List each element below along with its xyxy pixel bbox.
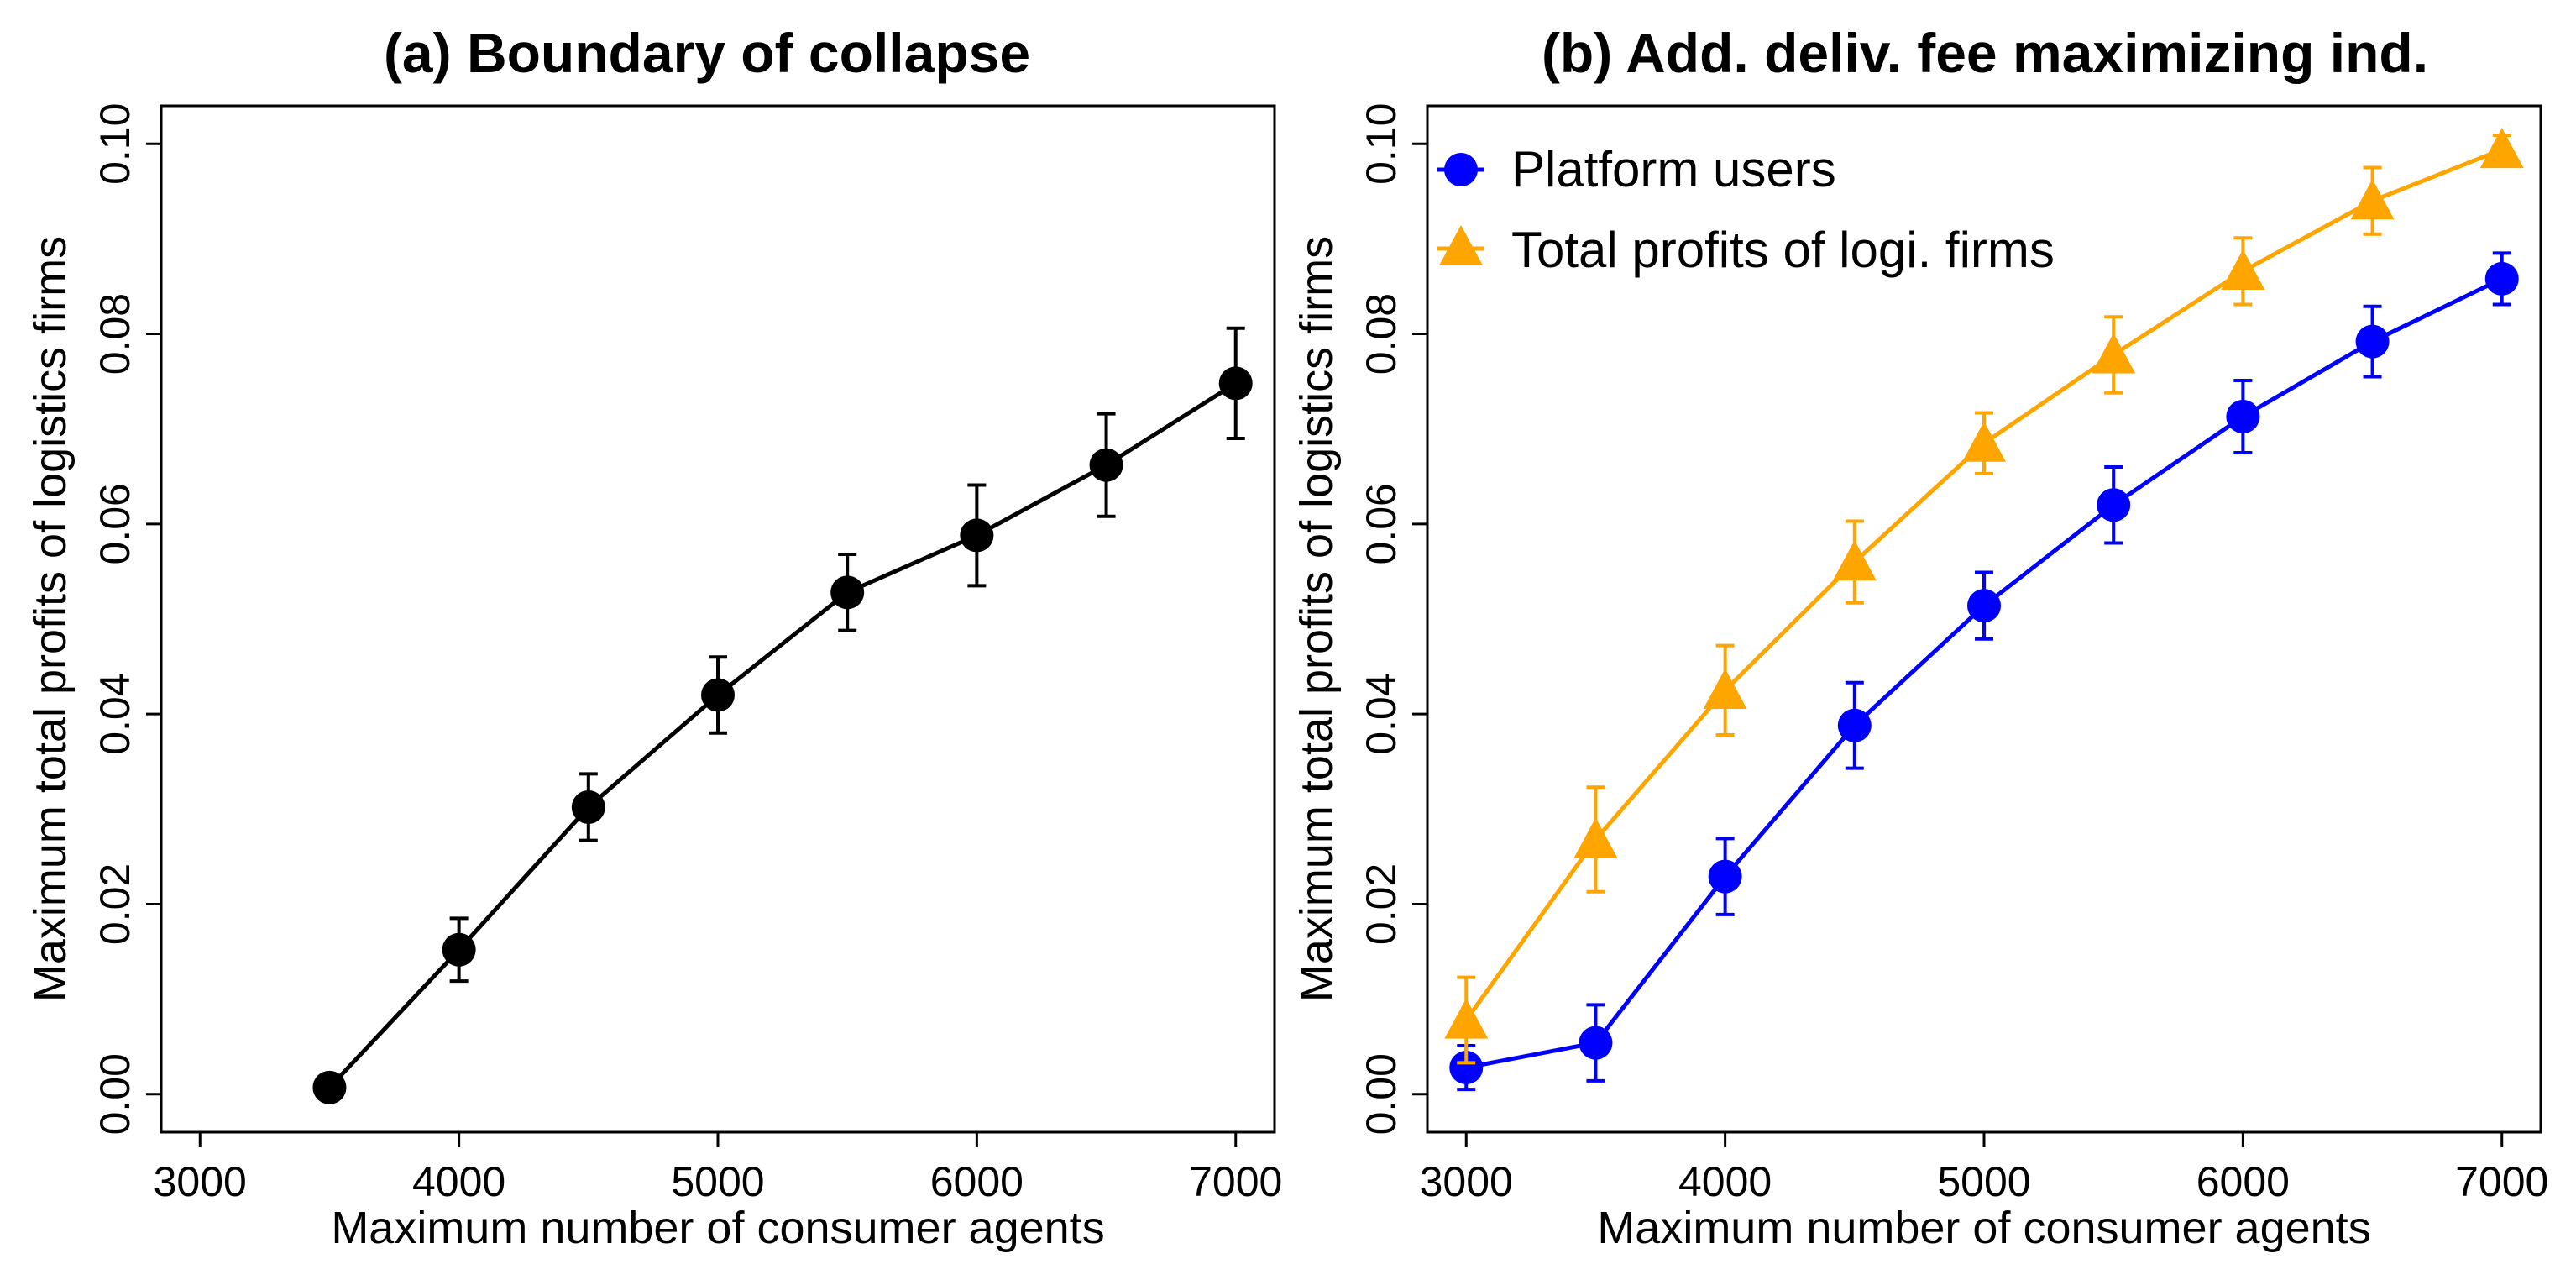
legend-label-platform-users: Platform users <box>1511 141 1836 197</box>
y-tick-label: 0.06 <box>92 483 139 564</box>
data-point-triangle <box>2221 249 2265 290</box>
data-point-triangle <box>2092 333 2136 374</box>
data-point-triangle <box>2350 179 2395 220</box>
x-axis-label: Maximum number of consumer agents <box>1597 1203 2370 1253</box>
data-point <box>2484 261 2519 296</box>
data-point <box>571 790 605 825</box>
x-tick-label: 5000 <box>1937 1158 2030 1205</box>
x-tick-label: 7000 <box>1189 1158 1282 1205</box>
y-tick-label: 0.02 <box>92 863 139 945</box>
x-tick-label: 3000 <box>1420 1158 1513 1205</box>
data-point-triangle <box>1703 668 1747 709</box>
y-axis-label: Maximum total profits of logistics firms <box>1291 236 1342 1002</box>
series-platform-users <box>1449 251 2519 1092</box>
y-tick-label: 0.00 <box>92 1053 139 1135</box>
data-point <box>1708 859 1742 894</box>
y-axis: 0.00 0.02 0.04 0.06 0.08 0.10 <box>92 103 161 1135</box>
chart-title: (a) Boundary of collapse <box>384 22 1030 84</box>
x-tick-label: 7000 <box>2455 1158 2548 1205</box>
data-point <box>1449 1051 1484 1085</box>
chart-title: (b) Add. deliv. fee maximizing ind. <box>1542 22 2428 84</box>
y-tick-label: 0.10 <box>92 103 139 185</box>
x-axis-label: Maximum number of consumer agents <box>331 1203 1104 1253</box>
data-point <box>830 575 865 610</box>
data-point-triangle <box>2479 128 2524 169</box>
y-tick-label: 0.08 <box>1358 293 1405 375</box>
x-tick-label: 3000 <box>154 1158 247 1205</box>
y-tick-label: 0.00 <box>1358 1053 1405 1135</box>
legend-label-total-profits: Total profits of logi. firms <box>1511 222 2055 278</box>
data-point-triangle <box>1573 817 1618 858</box>
data-point <box>2226 399 2260 433</box>
y-tick-label: 0.08 <box>92 293 139 375</box>
data-point <box>1837 708 1872 742</box>
data-point <box>1089 448 1123 482</box>
legend-marker-circle-icon <box>1444 153 1478 186</box>
y-tick-label: 0.02 <box>1358 863 1405 945</box>
y-tick-label: 0.04 <box>92 673 139 754</box>
legend-marker-triangle-icon <box>1439 225 1483 265</box>
y-axis: 0.00 0.02 0.04 0.06 0.08 0.10 <box>1358 103 1427 1135</box>
data-point <box>1218 366 1253 401</box>
data-point <box>701 678 735 712</box>
data-point-triangle <box>1444 998 1489 1039</box>
data-point <box>1579 1026 1613 1060</box>
data-point-triangle <box>1962 421 2006 462</box>
x-tick-label: 4000 <box>1678 1158 1772 1205</box>
series-group <box>312 326 1253 1104</box>
legend: Platform users Total profits of logi. fi… <box>1437 141 2055 278</box>
series-line <box>327 381 1238 1089</box>
data-point <box>2355 324 2390 359</box>
x-tick-label: 5000 <box>671 1158 764 1205</box>
data-point <box>312 1070 347 1104</box>
panel-a: (a) Boundary of collapse 3000 4000 5000 600… <box>25 22 1282 1253</box>
y-tick-label: 0.04 <box>1358 673 1405 754</box>
data-point <box>1967 589 2001 623</box>
series-main <box>312 326 1253 1104</box>
y-axis-label: Maximum total profits of logistics firms <box>25 236 76 1002</box>
plot-frame <box>160 104 1276 1134</box>
x-tick-label: 6000 <box>2196 1158 2290 1205</box>
y-tick-label: 0.10 <box>1358 103 1405 185</box>
data-point <box>442 932 476 967</box>
data-point-triangle <box>1832 540 1877 581</box>
panel-b: (b) Add. deliv. fee maximizing ind. 3000… <box>1291 22 2548 1253</box>
data-point <box>2097 488 2131 522</box>
x-tick-label: 4000 <box>412 1158 505 1205</box>
series-group <box>1444 128 2524 1092</box>
data-point <box>960 518 994 553</box>
x-axis: 3000 4000 5000 6000 7000 <box>1420 1132 2548 1205</box>
x-axis: 3000 4000 5000 6000 7000 <box>154 1132 1282 1205</box>
series-line <box>1465 276 2503 1070</box>
series-total-profits-of-logi-firms <box>1444 128 2524 1065</box>
y-tick-label: 0.06 <box>1358 483 1405 564</box>
x-tick-label: 6000 <box>930 1158 1024 1205</box>
